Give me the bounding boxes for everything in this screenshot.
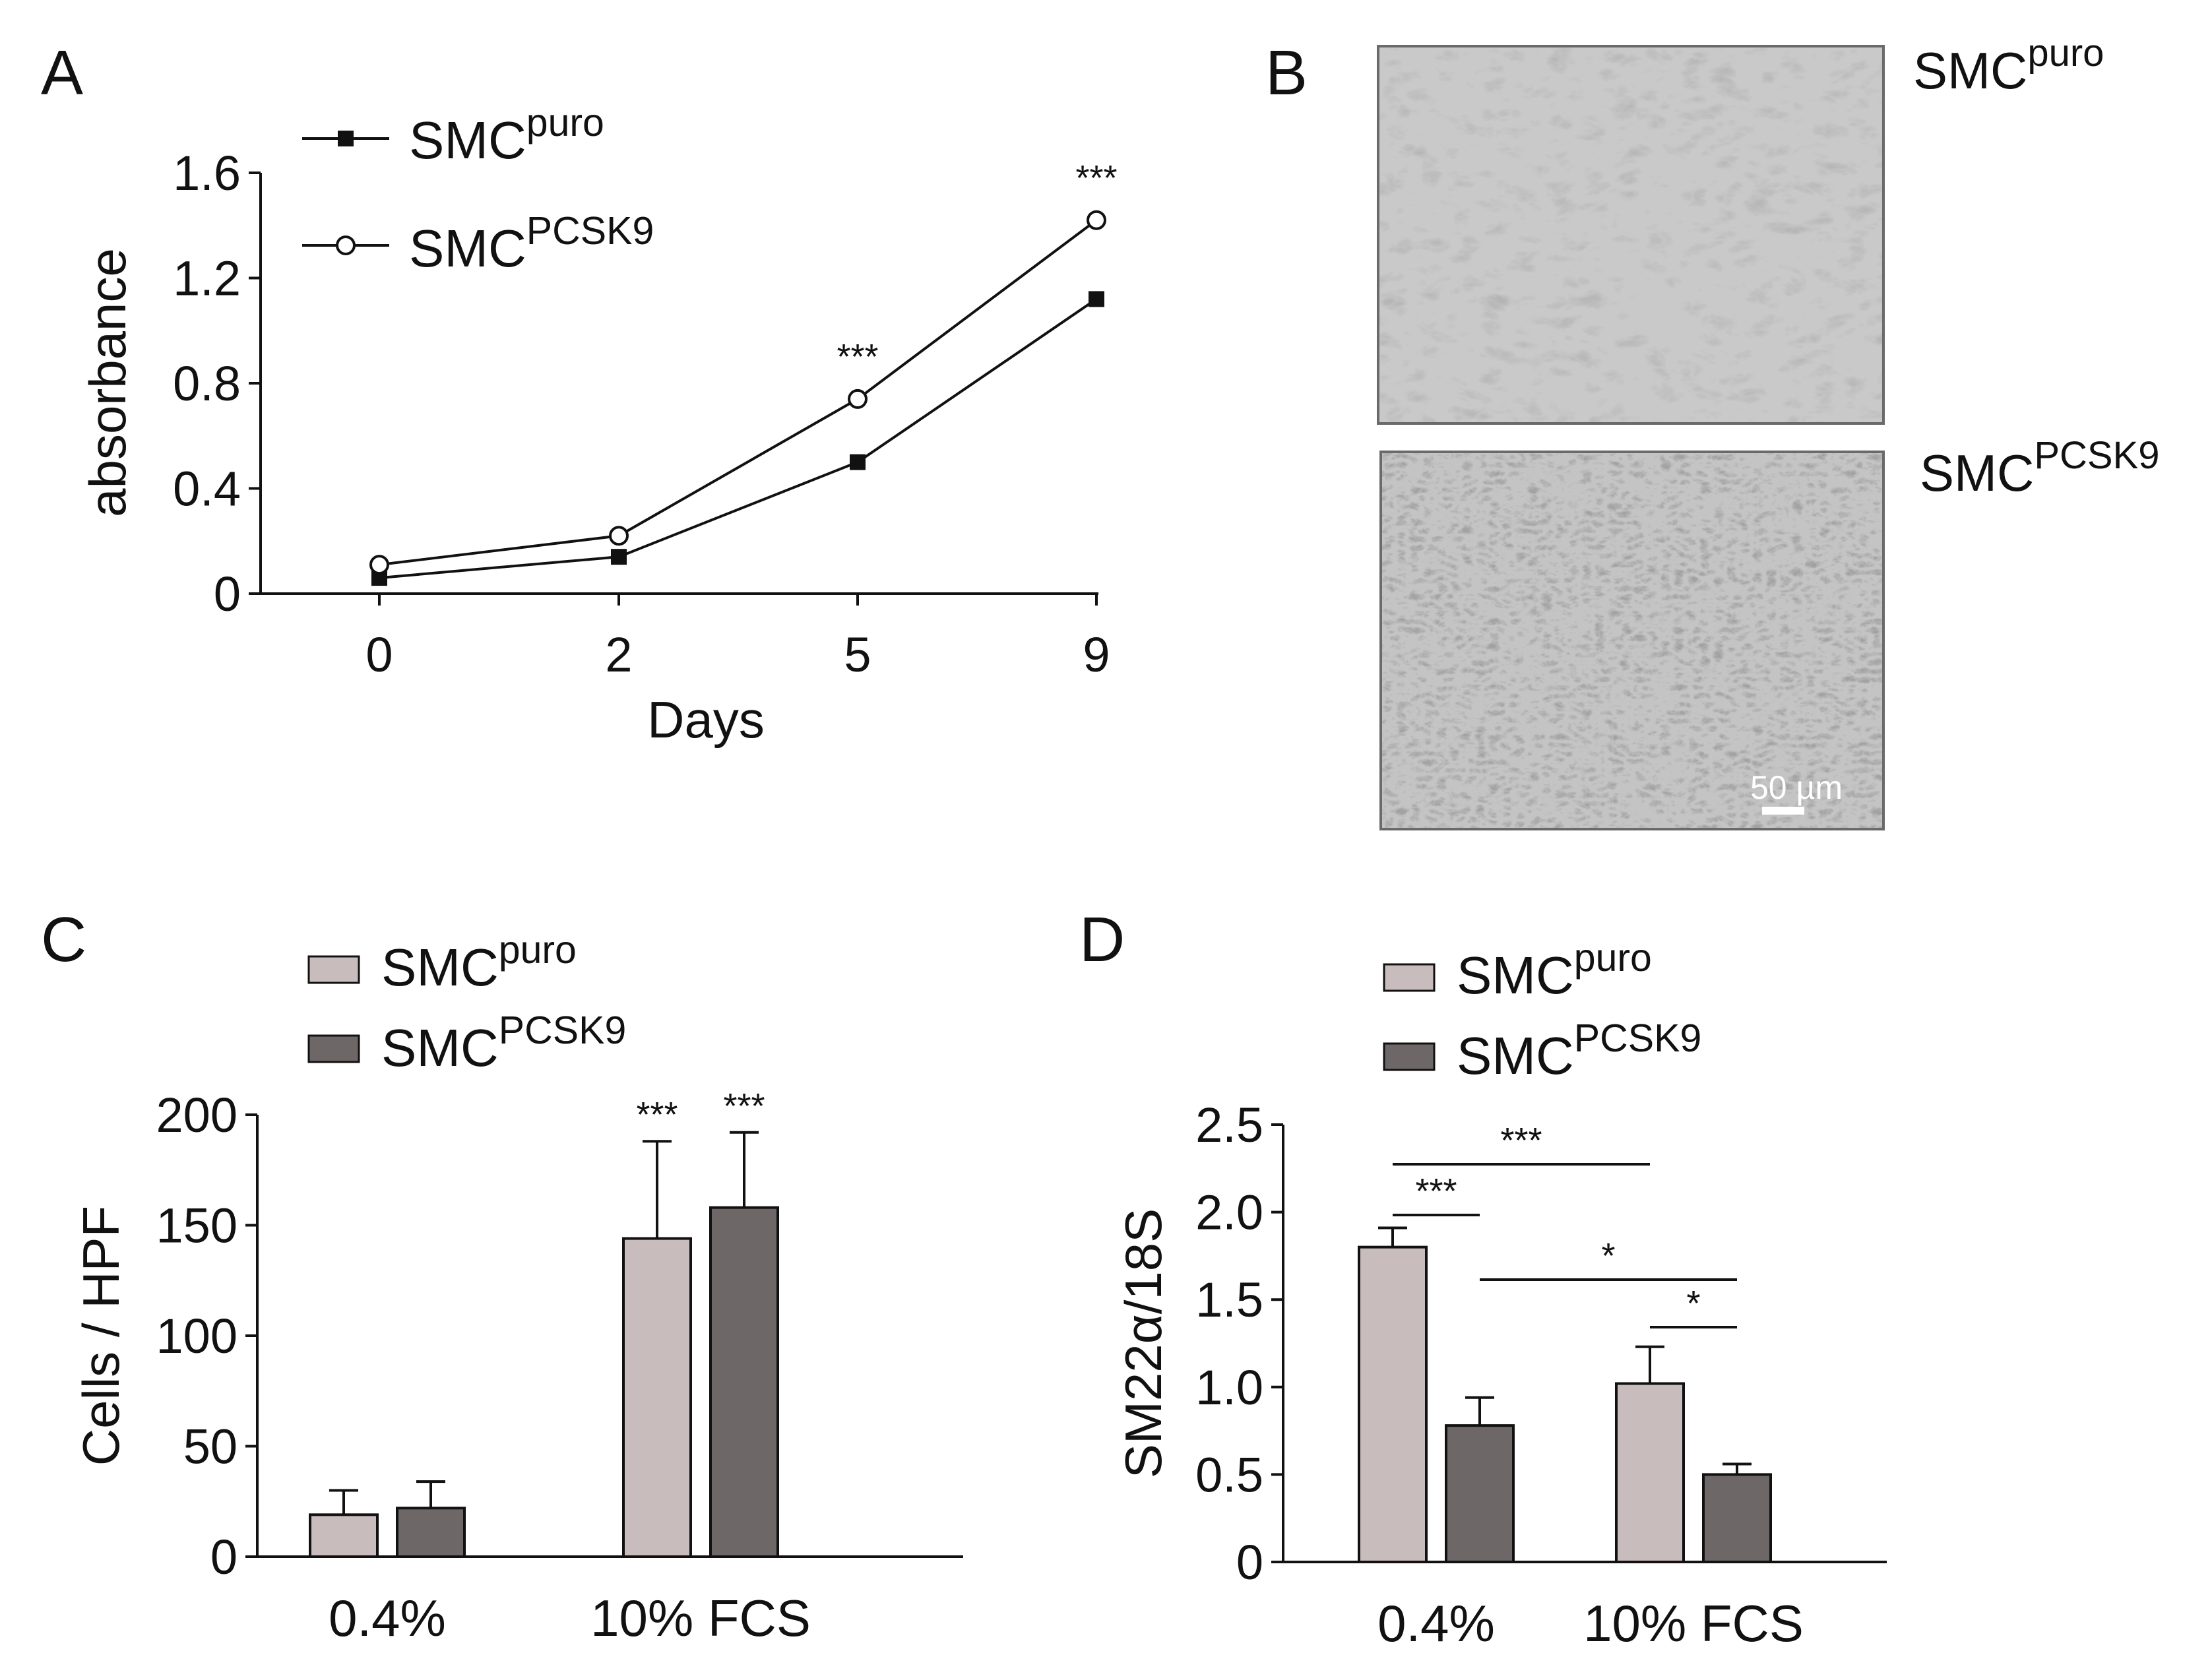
chart-a-y-tick-label: 1.6 — [173, 146, 241, 201]
chart-a-significance: *** — [837, 337, 878, 377]
chart-d-y-tick-label: 2.5 — [1195, 1098, 1263, 1152]
chart-a-y-tick-label: 0.4 — [173, 462, 241, 516]
chart-a-series-line — [379, 219, 1098, 567]
chart-c-y-label: Cells / HPF — [72, 1206, 130, 1466]
chart-a-x-label: Days — [647, 691, 765, 749]
chart-a-x-tick-label: 9 — [1083, 627, 1110, 682]
chart-c-y-tick-label: 150 — [156, 1199, 237, 1253]
scale-bar-label: 50 µm — [1750, 769, 1843, 806]
chart-a-line-chart: 0 0.4 0.8 1.2 1.6 0 2 5 9 Days absorbance *** *** SMC… — [79, 101, 1118, 749]
chart-d-significance: * — [1601, 1236, 1615, 1276]
chart-d-legend-swatch-pcsk9 — [1383, 1042, 1436, 1071]
chart-d-significance: *** — [1500, 1121, 1542, 1160]
chart-c-x-tick-label: 10% FCS — [590, 1589, 811, 1647]
chart-d-bar — [1358, 1245, 1428, 1563]
micrograph-smc-puro-texture — [1379, 47, 1882, 422]
chart-d-y-tick-label: 0.5 — [1195, 1447, 1263, 1502]
chart-d-significance: * — [1686, 1284, 1700, 1323]
chart-c-bar — [309, 1513, 379, 1558]
micrograph-smc-pcsk9-texture — [1382, 453, 1882, 828]
scale-bar — [1762, 807, 1804, 815]
chart-c-y-tick-label: 0 — [210, 1530, 237, 1584]
micrograph-smc-pcsk9: 50 µm — [1379, 451, 1885, 830]
panel-letter-c: C — [41, 904, 87, 975]
panel-letter-d: D — [1079, 904, 1125, 975]
chart-a-point-square — [1089, 291, 1104, 307]
chart-a-x-tick-label: 5 — [844, 627, 871, 682]
chart-a-legend-marker-puro — [338, 131, 354, 146]
chart-c-bar — [709, 1206, 779, 1558]
chart-d-significance: *** — [1415, 1171, 1457, 1211]
panel-letter-b: B — [1265, 38, 1308, 108]
chart-c-legend-swatch-pcsk9 — [307, 1034, 360, 1063]
chart-d-bar — [1615, 1382, 1685, 1563]
chart-d-x-tick-label: 10% FCS — [1583, 1594, 1804, 1652]
chart-a-series-line — [379, 297, 1098, 580]
chart-a-y-tick-label: 1.2 — [173, 251, 241, 306]
chart-a-point-square — [611, 549, 627, 565]
chart-c-bar — [396, 1507, 466, 1558]
chart-d-x-tick-label: 0.4% — [1377, 1594, 1495, 1652]
chart-d-bar — [1445, 1424, 1515, 1563]
chart-c-legend-label-pcsk9: SMCPCSK9 — [381, 1009, 626, 1077]
chart-a-legend-label-pcsk9: SMCPCSK9 — [409, 209, 654, 278]
chart-c-y-tick-label: 200 — [156, 1088, 237, 1142]
chart-d-bar — [1702, 1473, 1772, 1564]
panel-letter-a: A — [41, 38, 84, 108]
chart-a-y-tick-label: 0.8 — [173, 356, 241, 411]
micrograph-label-smc-pcsk9: SMCPCSK9 — [1920, 434, 2160, 503]
chart-c-significance: *** — [723, 1086, 765, 1126]
chart-c-y-tick-label: 50 — [183, 1419, 237, 1474]
chart-d-legend-swatch-puro — [1383, 963, 1436, 992]
chart-a-x-tick-label: 0 — [365, 627, 393, 682]
chart-a-y-tick-label: 0 — [214, 567, 241, 621]
chart-a-point-circle — [609, 526, 629, 546]
chart-a-y-label: absorbance — [79, 248, 137, 517]
chart-d-y-tick-label: 1.0 — [1195, 1360, 1263, 1415]
chart-a-point-circle — [1087, 210, 1106, 230]
chart-d-y-tick-label: 0 — [1236, 1535, 1263, 1590]
micrograph-label-smc-puro: SMCpuro — [1913, 32, 2104, 100]
chart-c-significance: *** — [636, 1095, 678, 1135]
chart-c-bar — [622, 1237, 692, 1558]
chart-c-legend-swatch-puro — [307, 955, 360, 984]
chart-a-point-circle — [369, 555, 389, 575]
chart-c-x-tick-label: 0.4% — [329, 1589, 446, 1647]
chart-a-point-circle — [848, 389, 868, 409]
chart-a-significance: *** — [1075, 158, 1117, 198]
chart-d-y-tick-label: 2.0 — [1195, 1185, 1263, 1240]
chart-d-legend-label-pcsk9: SMCPCSK9 — [1457, 1016, 1701, 1085]
chart-a-point-square — [850, 454, 866, 470]
chart-a-legend-marker-pcsk9 — [336, 235, 356, 255]
chart-c-y-tick-label: 100 — [156, 1309, 237, 1363]
chart-c-legend-label-puro: SMCpuro — [381, 928, 577, 997]
chart-c-bar-chart: 0 50 100 150 200 0.4% 10% FCS Cells / HPF SMCpur… — [72, 928, 963, 1647]
chart-d-y-tick-label: 1.5 — [1195, 1272, 1263, 1327]
chart-a-x-tick-label: 2 — [605, 627, 632, 682]
chart-d-y-label: SM22α/18S — [1114, 1208, 1172, 1478]
chart-d-legend-label-puro: SMCpuro — [1457, 936, 1652, 1005]
chart-d-bar-chart: 0 0.5 1.0 1.5 2.0 2.5 0.4% 10% FCS SM22α/18S SMCp… — [1114, 936, 1887, 1652]
chart-a-legend-label-puro: SMCpuro — [409, 101, 604, 170]
micrograph-smc-puro — [1377, 45, 1885, 425]
